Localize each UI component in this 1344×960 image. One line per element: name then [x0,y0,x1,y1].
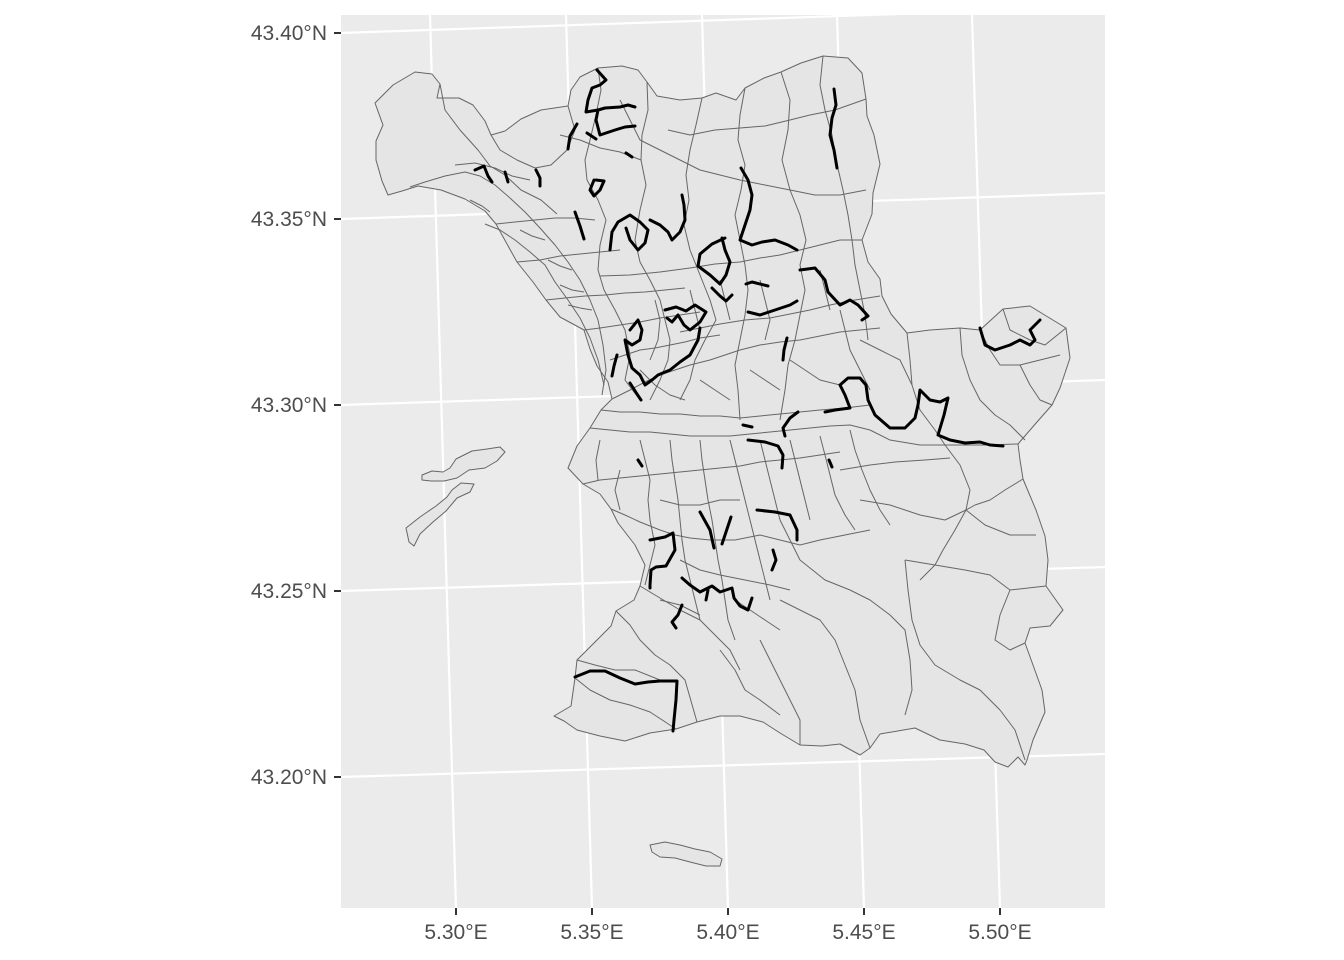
route-segment [663,303,708,332]
y-tick-label: 43.35°N [251,208,327,231]
district-boundaries [439,55,1067,761]
y-tick-label: 43.25°N [251,580,327,603]
riou-island [649,841,723,867]
parallel-43.20 [341,752,1105,779]
route-segment [585,131,598,141]
route-segment [710,286,734,303]
route-segment [648,531,677,590]
districts-layer [374,55,1071,867]
x-axis: 5.30°E 5.35°E 5.40°E 5.45°E 5.50°E [424,908,1032,944]
route-segment [781,336,789,362]
route-segment [573,210,586,241]
frioul-island [405,446,506,547]
route-segment [828,87,839,170]
x-tick-label: 5.50°E [968,921,1031,944]
route-segment [573,669,679,733]
y-tick-label: 43.30°N [251,394,327,417]
route-segment [623,318,702,387]
route-segment [746,299,799,317]
route-segment [503,170,510,184]
route-segment [608,213,650,252]
route-segment [744,280,770,288]
route-segment [741,423,754,429]
route-segment [698,510,716,550]
route-segment [978,318,1042,352]
x-tick-label: 5.35°E [560,921,623,944]
x-tick-label: 5.30°E [424,921,487,944]
route-segment [738,166,799,252]
route-segment [798,266,870,322]
route-segment [566,122,579,151]
route-segment [636,458,644,468]
mainland-outline [374,55,1071,768]
route-segment [534,168,542,188]
route-segment [720,515,733,546]
route-segment [680,576,754,612]
harbour-docks [409,171,607,396]
route-segment [781,410,800,438]
route-segment [755,508,799,542]
routes-layer [473,68,1042,733]
route-segment [588,178,606,198]
route-segment [624,151,634,159]
route-segment [746,438,785,470]
x-tick-label: 5.40°E [696,921,759,944]
y-tick-label: 43.40°N [251,22,327,45]
route-segment [704,588,710,602]
x-tick-label: 5.45°E [832,921,895,944]
parallel-43.40 [341,15,903,35]
route-segment [827,458,834,469]
route-segment [628,381,643,402]
route-segment [648,193,687,242]
route-segment [823,376,1005,448]
route-segment [770,548,778,572]
route-segment [696,236,732,286]
y-axis: 43.40°N 43.35°N 43.30°N 43.25°N 43.20°N [251,22,341,789]
y-tick-label: 43.20°N [251,766,327,789]
route-segment [610,353,619,378]
route-segment [473,164,494,184]
route-segment [584,68,637,114]
route-segment [670,603,684,630]
route-segment [594,108,637,137]
